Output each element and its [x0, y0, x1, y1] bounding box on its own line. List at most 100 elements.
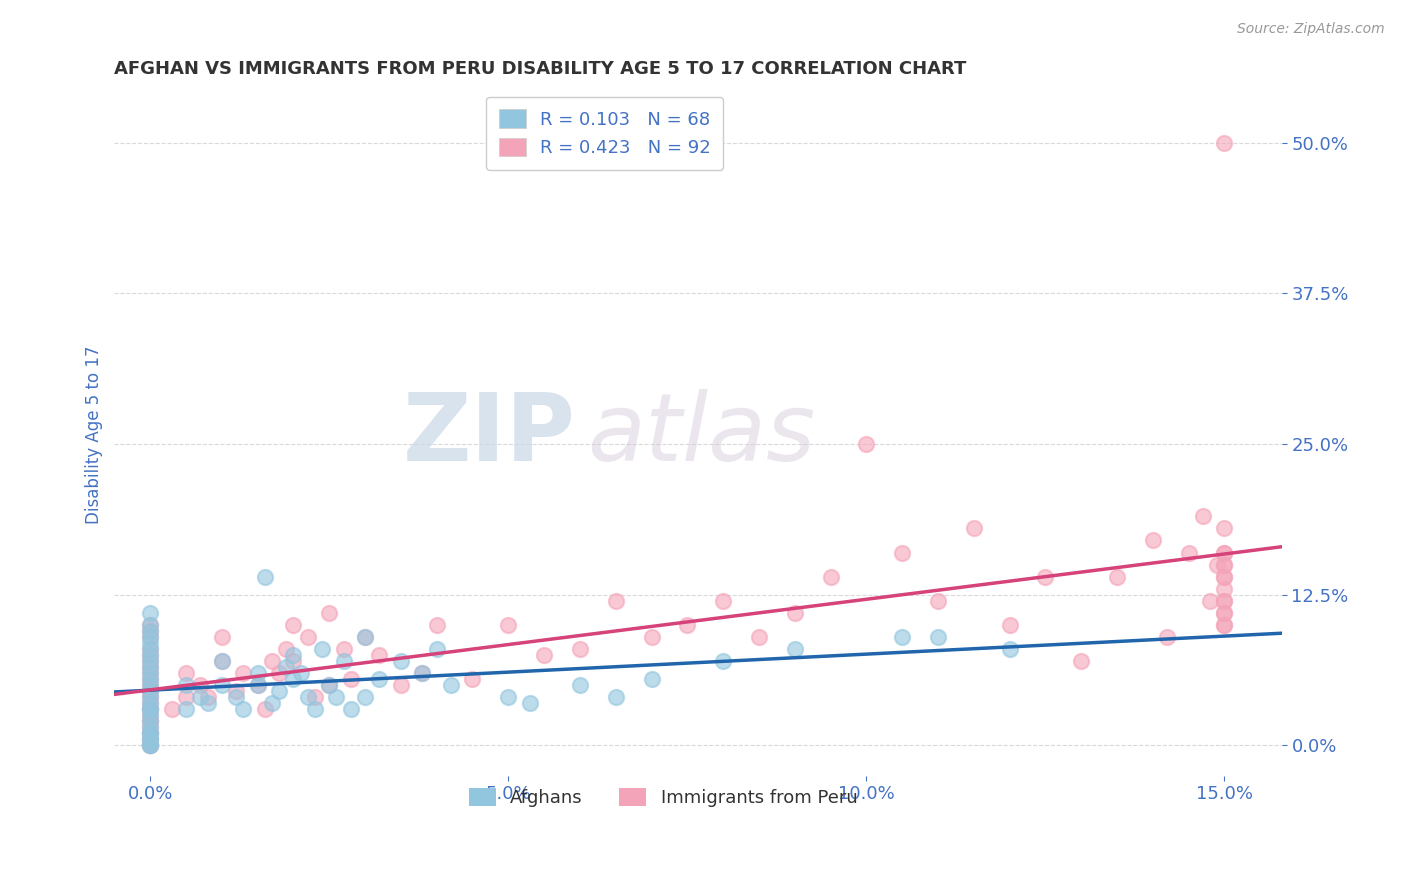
Point — [640, 672, 662, 686]
Point — [1156, 630, 1178, 644]
Text: atlas: atlas — [588, 390, 815, 481]
Point — [139, 660, 162, 674]
Point — [998, 642, 1021, 657]
Point — [246, 666, 269, 681]
Point — [411, 666, 433, 681]
Point — [139, 696, 162, 710]
Point — [568, 678, 591, 692]
Point — [139, 726, 162, 740]
Point — [139, 617, 162, 632]
Point — [1213, 606, 1236, 620]
Point — [1105, 569, 1128, 583]
Point — [1192, 509, 1215, 524]
Point — [276, 660, 298, 674]
Point — [139, 714, 162, 729]
Point — [1213, 593, 1236, 607]
Point — [1213, 582, 1236, 596]
Point — [339, 702, 361, 716]
Point — [440, 678, 463, 692]
Point — [1070, 654, 1092, 668]
Point — [411, 666, 433, 681]
Point — [1213, 558, 1236, 572]
Point — [269, 684, 291, 698]
Point — [498, 690, 520, 705]
Point — [568, 642, 591, 657]
Point — [197, 690, 219, 705]
Point — [139, 726, 162, 740]
Point — [139, 654, 162, 668]
Point — [283, 648, 305, 662]
Point — [290, 666, 312, 681]
Point — [318, 678, 340, 692]
Point — [139, 732, 162, 747]
Point — [139, 732, 162, 747]
Point — [963, 521, 986, 535]
Point — [354, 690, 377, 705]
Point — [139, 739, 162, 753]
Point — [139, 642, 162, 657]
Point — [533, 648, 555, 662]
Point — [174, 666, 197, 681]
Point — [139, 642, 162, 657]
Point — [139, 739, 162, 753]
Point — [1213, 136, 1236, 150]
Point — [1177, 545, 1199, 559]
Point — [318, 678, 340, 692]
Point — [1199, 593, 1222, 607]
Point — [188, 690, 211, 705]
Point — [297, 630, 319, 644]
Point — [139, 624, 162, 638]
Point — [1142, 533, 1164, 548]
Point — [225, 684, 247, 698]
Point — [260, 696, 283, 710]
Point — [711, 593, 734, 607]
Point — [1213, 606, 1236, 620]
Point — [998, 617, 1021, 632]
Point — [1213, 545, 1236, 559]
Point — [211, 654, 233, 668]
Point — [283, 672, 305, 686]
Point — [1035, 569, 1057, 583]
Point — [139, 739, 162, 753]
Point — [139, 606, 162, 620]
Point — [1213, 593, 1236, 607]
Point — [139, 702, 162, 716]
Point — [139, 702, 162, 716]
Point — [368, 672, 391, 686]
Point — [927, 630, 949, 644]
Point — [253, 569, 276, 583]
Point — [139, 624, 162, 638]
Point — [139, 708, 162, 723]
Point — [783, 642, 806, 657]
Point — [389, 654, 412, 668]
Point — [711, 654, 734, 668]
Point — [139, 630, 162, 644]
Point — [139, 690, 162, 705]
Point — [325, 690, 347, 705]
Point — [139, 714, 162, 729]
Point — [605, 593, 627, 607]
Point — [891, 630, 914, 644]
Point — [188, 678, 211, 692]
Point — [246, 678, 269, 692]
Point — [269, 666, 291, 681]
Point — [332, 654, 354, 668]
Point — [174, 702, 197, 716]
Text: Source: ZipAtlas.com: Source: ZipAtlas.com — [1237, 22, 1385, 37]
Point — [139, 648, 162, 662]
Point — [139, 696, 162, 710]
Point — [246, 678, 269, 692]
Point — [211, 678, 233, 692]
Point — [232, 702, 254, 716]
Point — [426, 642, 449, 657]
Point — [276, 642, 298, 657]
Point — [676, 617, 699, 632]
Point — [139, 666, 162, 681]
Point — [283, 654, 305, 668]
Point — [139, 720, 162, 734]
Point — [1213, 569, 1236, 583]
Point — [318, 606, 340, 620]
Point — [139, 672, 162, 686]
Point — [211, 654, 233, 668]
Point — [748, 630, 770, 644]
